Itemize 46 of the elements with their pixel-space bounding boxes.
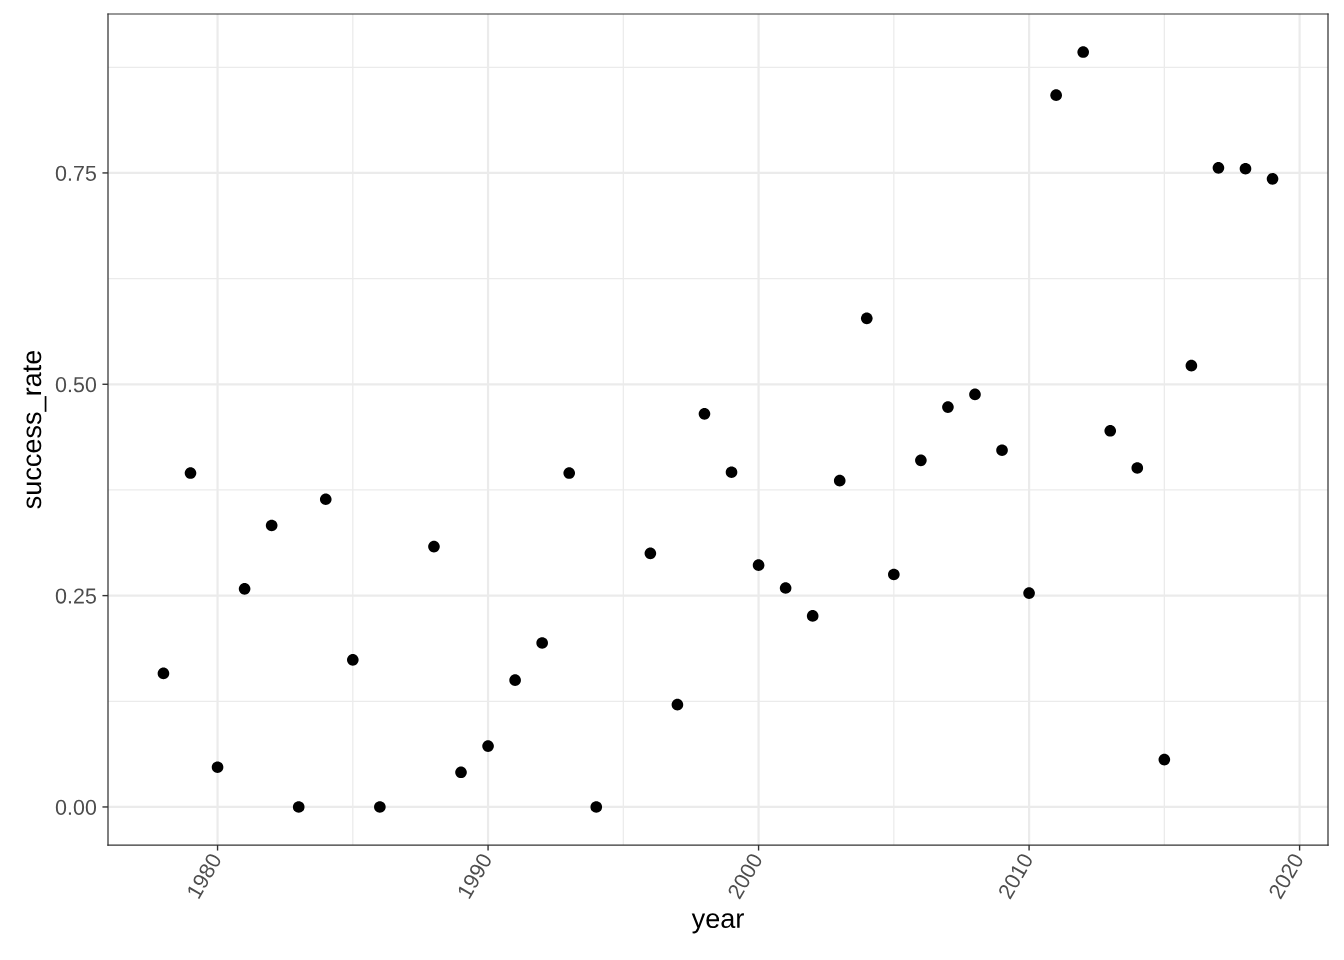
point bbox=[644, 547, 657, 560]
point bbox=[347, 654, 359, 666]
point bbox=[833, 474, 846, 487]
y-tick-label: 0.50 bbox=[55, 377, 97, 393]
point bbox=[292, 801, 305, 813]
point bbox=[157, 667, 170, 680]
point bbox=[211, 761, 224, 774]
point bbox=[1158, 753, 1171, 766]
point bbox=[1239, 162, 1252, 175]
point bbox=[184, 467, 197, 479]
x-axis-title: year bbox=[691, 913, 744, 934]
point bbox=[752, 559, 765, 571]
point bbox=[888, 568, 900, 581]
point bbox=[563, 467, 576, 479]
point bbox=[1023, 587, 1035, 599]
y-tick-label: 0.00 bbox=[55, 799, 97, 815]
point bbox=[942, 401, 954, 413]
point bbox=[319, 493, 332, 506]
point bbox=[1185, 359, 1198, 372]
point bbox=[1050, 89, 1062, 101]
point bbox=[698, 408, 711, 420]
point bbox=[1104, 424, 1117, 437]
point bbox=[1212, 162, 1225, 174]
point bbox=[1131, 462, 1144, 474]
point bbox=[265, 519, 278, 532]
point bbox=[996, 444, 1008, 457]
y-tick-label: 0.25 bbox=[55, 588, 96, 604]
y-tick-label: 0.75 bbox=[55, 165, 96, 181]
point bbox=[1266, 173, 1279, 185]
point bbox=[671, 698, 684, 711]
point bbox=[482, 740, 494, 752]
point bbox=[806, 610, 819, 622]
y-axis-title: success_rate bbox=[23, 350, 47, 509]
point bbox=[455, 766, 467, 779]
point bbox=[238, 583, 251, 595]
point bbox=[536, 637, 548, 649]
point bbox=[725, 466, 738, 478]
point bbox=[915, 454, 927, 467]
point bbox=[1077, 46, 1089, 58]
point bbox=[590, 801, 603, 813]
point bbox=[509, 674, 521, 686]
point bbox=[969, 388, 981, 401]
point bbox=[860, 312, 873, 325]
point bbox=[779, 582, 792, 594]
point bbox=[428, 540, 440, 553]
point bbox=[374, 801, 386, 813]
